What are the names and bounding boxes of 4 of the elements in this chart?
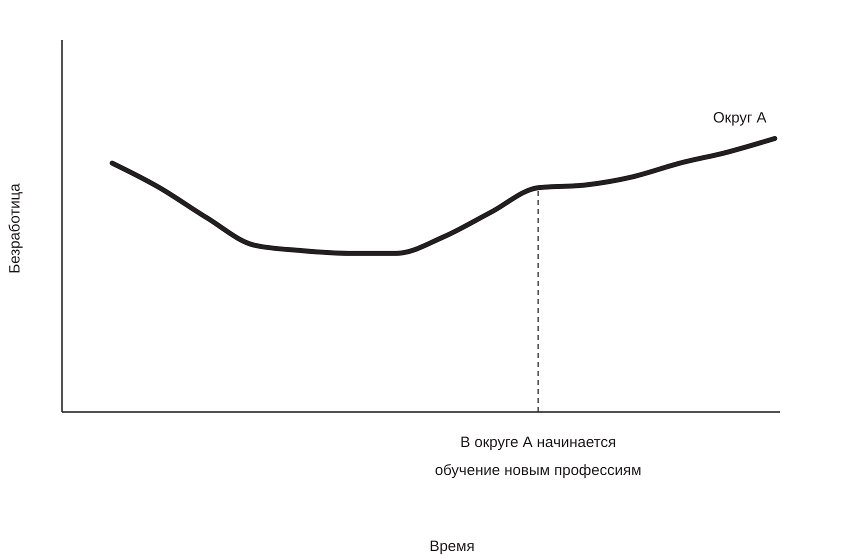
y-axis-title: Безработица: [6, 182, 24, 276]
series-label: Округ А: [713, 109, 767, 126]
text: В округе А начинается обучение новым профессиям: [434, 434, 642, 479]
text: Время: [428, 538, 476, 555]
